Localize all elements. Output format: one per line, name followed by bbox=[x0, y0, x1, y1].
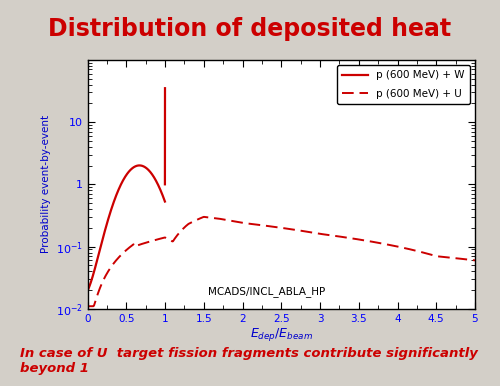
Y-axis label: Probability event-by-event: Probability event-by-event bbox=[42, 115, 51, 253]
Text: Distribution of deposited heat: Distribution of deposited heat bbox=[48, 17, 452, 41]
X-axis label: $E_{dep}/E_{beam}$: $E_{dep}/E_{beam}$ bbox=[250, 327, 313, 344]
Text: MCADS/INCL_ABLA_HP: MCADS/INCL_ABLA_HP bbox=[208, 286, 325, 297]
Legend: p (600 MeV) + W, p (600 MeV) + U: p (600 MeV) + W, p (600 MeV) + U bbox=[336, 65, 470, 104]
Text: In case of U  target fission fragments contribute significantly
beyond 1: In case of U target fission fragments co… bbox=[20, 347, 478, 376]
